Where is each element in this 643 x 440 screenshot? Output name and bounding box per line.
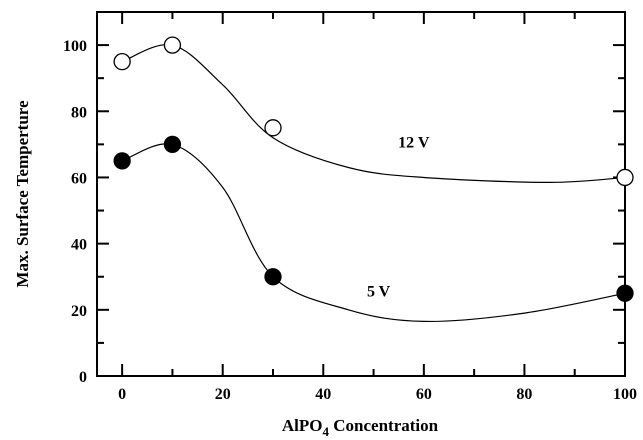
x-tick-label: 80: [516, 386, 532, 403]
y-tick-label: 40: [71, 237, 87, 254]
data-point-open: [113, 52, 131, 71]
y-tick-label: 80: [71, 104, 87, 121]
fit-curve-0: [121, 43, 626, 184]
tick-marks: [97, 11, 626, 377]
data-point-open: [264, 119, 282, 137]
series-label: 12 V: [398, 135, 430, 152]
y-axis-title: Max. Surface Temperture: [13, 100, 32, 288]
y-tick-label: 20: [71, 303, 87, 320]
y-tick-label: 60: [71, 170, 87, 187]
data-point-filled: [616, 284, 634, 302]
fit-curves: [121, 43, 626, 323]
series-label: 5 V: [367, 284, 391, 301]
plot-frame: [96, 11, 626, 377]
x-axis-title-rest: Concentration: [329, 416, 439, 435]
data-point-filled: [264, 268, 282, 286]
x-axis-title-sub: 4: [323, 424, 330, 439]
tick-labels: 0 20 40 60 80 100 0 20 40 60 80 100: [63, 38, 637, 403]
data-point-filled: [163, 135, 182, 154]
x-axis-title: AlPO4 Concentration: [282, 416, 439, 439]
x-tick-label: 20: [215, 386, 231, 403]
data-points: [113, 36, 634, 302]
x-tick-label: 100: [613, 386, 637, 403]
x-tick-label: 60: [416, 386, 432, 403]
y-tick-label: 100: [63, 38, 87, 55]
fit-curve-1: [121, 143, 626, 323]
y-tick-label: 0: [79, 369, 87, 386]
x-tick-label: 0: [118, 386, 126, 403]
data-point-open: [163, 36, 182, 54]
data-point-filled: [113, 152, 131, 170]
x-axis-title-main: AlPO: [282, 416, 323, 435]
x-tick-label: 40: [315, 386, 331, 403]
data-point-open: [616, 168, 634, 187]
series-labels: 12 V 5 V: [367, 135, 430, 301]
